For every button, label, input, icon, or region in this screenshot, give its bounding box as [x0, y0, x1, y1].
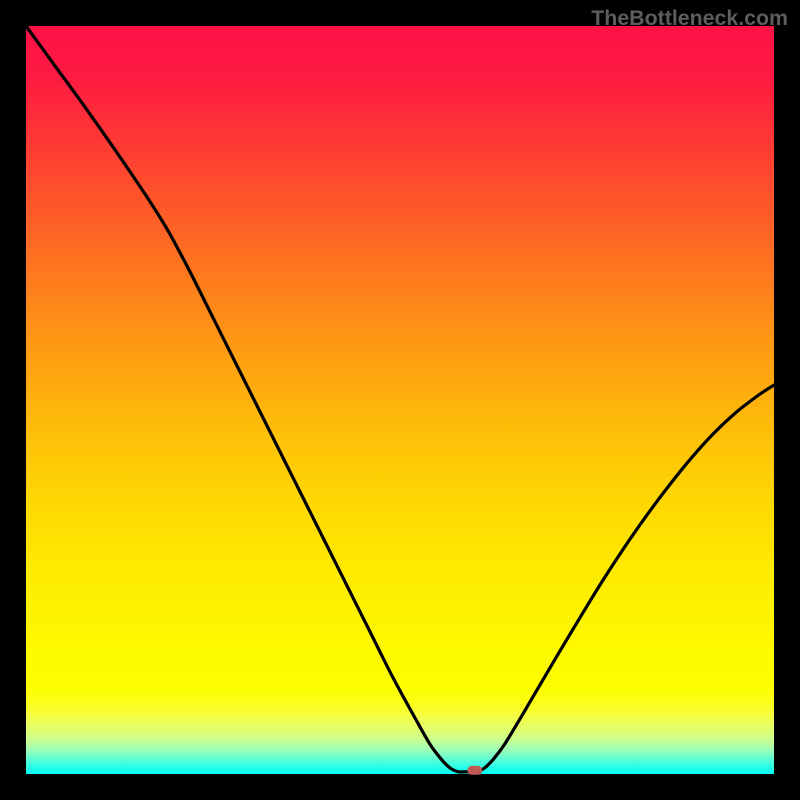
optimal-point-marker — [467, 766, 482, 775]
plot-background — [26, 26, 774, 774]
chart-canvas — [0, 0, 800, 800]
bottleneck-chart: TheBottleneck.com — [0, 0, 800, 800]
